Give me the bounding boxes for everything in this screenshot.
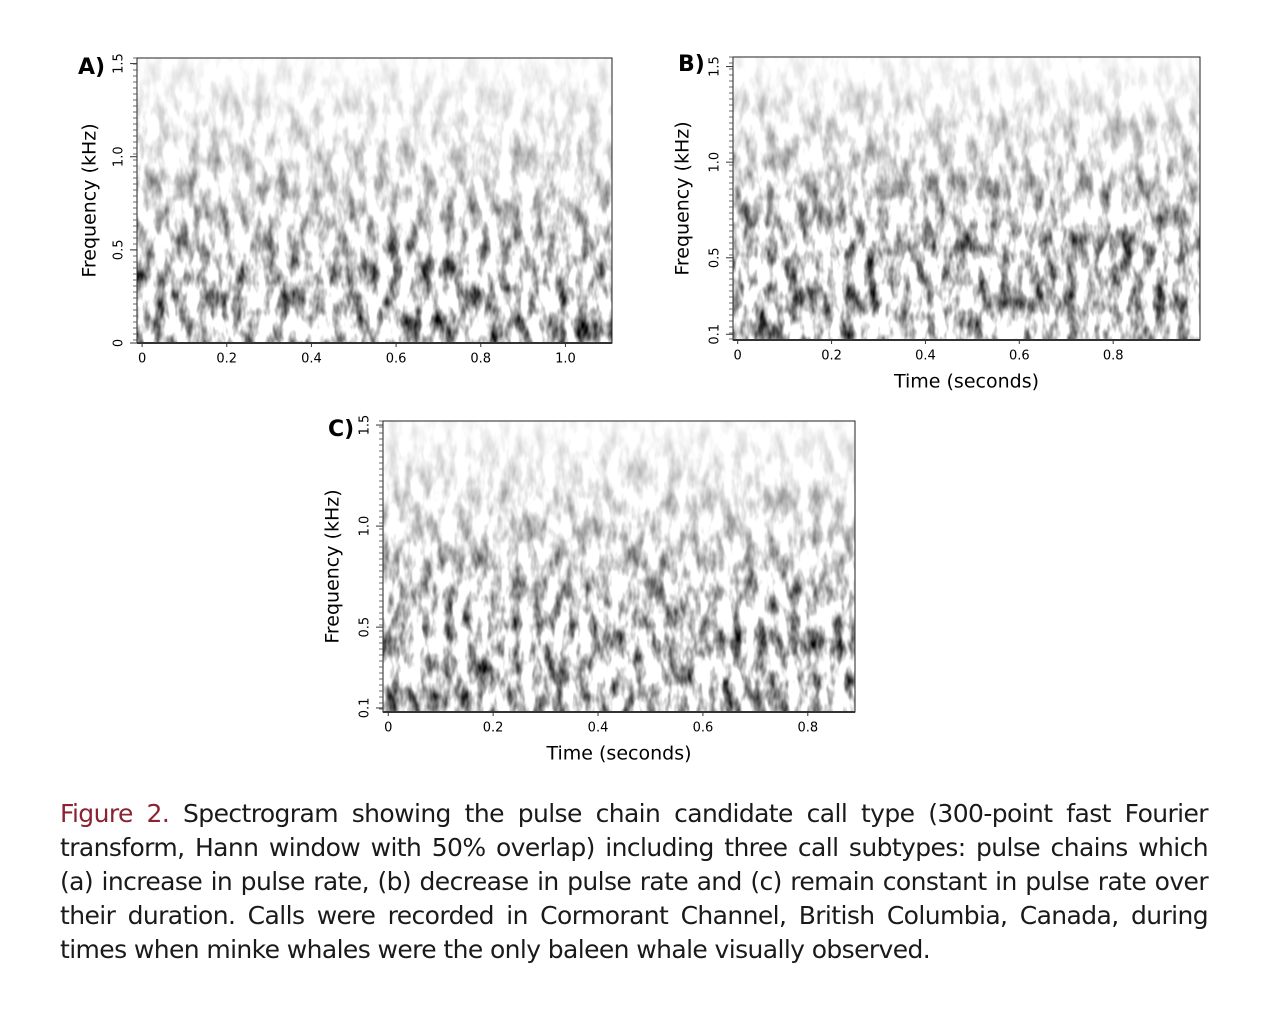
x-tick-label: 0 bbox=[734, 349, 742, 364]
x-tick-label: 0.8 bbox=[470, 352, 491, 367]
x-axis-label: Time (seconds) bbox=[893, 371, 1039, 393]
caption-label: Figure 2. bbox=[60, 799, 170, 828]
spectrogram bbox=[732, 56, 1201, 341]
panel-label: C) bbox=[328, 417, 354, 442]
y-tick-label: 1.5 bbox=[112, 53, 127, 74]
x-tick-label: 0.4 bbox=[588, 721, 609, 736]
y-tick-label: 0 bbox=[112, 339, 127, 347]
spectrogram-fade bbox=[383, 421, 855, 625]
panel-label: B) bbox=[678, 52, 705, 77]
spectrogram-fade bbox=[733, 57, 1200, 247]
caption: Figure 2. Spectrogram showing the pulse … bbox=[60, 797, 1209, 967]
y-axis-label: Frequency (kHz) bbox=[79, 123, 101, 277]
x-tick-label: 0 bbox=[138, 352, 146, 367]
caption-text: Spectrogram showing the pulse chain cand… bbox=[60, 799, 1209, 964]
x-tick-label: 0.4 bbox=[915, 349, 936, 364]
y-tick-label: 1.5 bbox=[708, 56, 723, 77]
y-tick-label: 0.1 bbox=[358, 698, 373, 719]
y-axis-label: Frequency (kHz) bbox=[322, 489, 344, 643]
x-tick-label: 0.2 bbox=[821, 349, 842, 364]
x-tick-label: 1.0 bbox=[555, 352, 576, 367]
y-tick-label: 1.5 bbox=[358, 415, 373, 436]
y-axis-label: Frequency (kHz) bbox=[672, 121, 694, 275]
panel-label: A) bbox=[78, 55, 105, 80]
spectrogram-fade bbox=[137, 58, 612, 292]
y-tick-label: 1.0 bbox=[112, 146, 127, 167]
x-tick-label: 0.8 bbox=[1103, 349, 1124, 364]
x-tick-label: 0.6 bbox=[386, 352, 407, 367]
y-tick-label: 0.5 bbox=[358, 617, 373, 638]
y-tick-label: 1.0 bbox=[358, 516, 373, 537]
spectrogram bbox=[136, 57, 613, 344]
x-tick-label: 0.6 bbox=[693, 721, 714, 736]
spectrogram bbox=[382, 420, 856, 713]
x-axis-label: Time (seconds) bbox=[545, 743, 691, 765]
y-tick-label: 0.5 bbox=[112, 240, 127, 261]
x-tick-label: 0.4 bbox=[301, 352, 322, 367]
figure: A) Frequency (kHz) 0 0.2 0.4 0.6 0.8 1.0 0 0.5 1.0… bbox=[78, 52, 1201, 765]
x-tick-label: 0 bbox=[384, 721, 392, 736]
x-tick-label: 0.8 bbox=[797, 721, 818, 736]
y-tick-label: 0.5 bbox=[708, 247, 723, 268]
x-tick-label: 0.6 bbox=[1009, 349, 1030, 364]
y-tick-label: 1.0 bbox=[708, 152, 723, 173]
x-tick-label: 0.2 bbox=[483, 721, 504, 736]
x-tick-label: 0.2 bbox=[216, 352, 237, 367]
y-tick-label: 0.1 bbox=[708, 324, 723, 345]
